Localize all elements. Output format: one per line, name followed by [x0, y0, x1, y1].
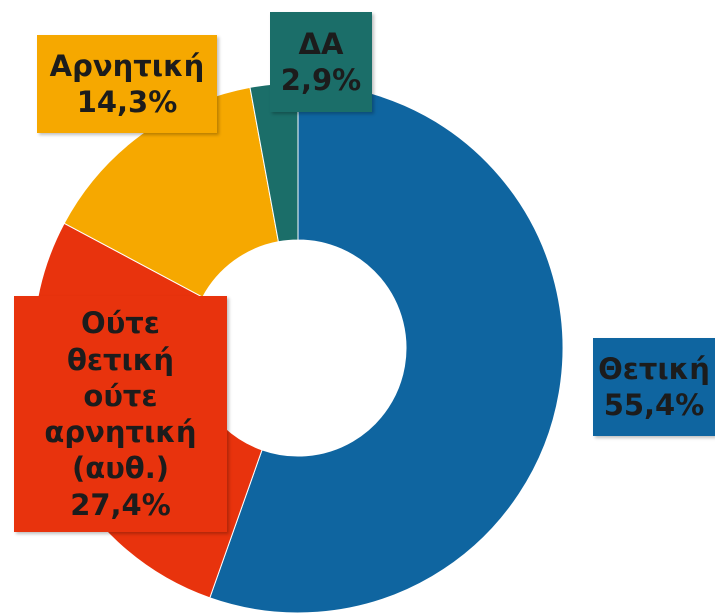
category-label: ΔΑ	[298, 26, 344, 61]
value-label: 55,4%	[603, 388, 705, 422]
slice-label: ΔΑ 2,9%	[270, 12, 372, 112]
category-label: Θετική	[598, 351, 710, 386]
category-label: Ούτε θετική ούτε αρνητική (αυθ.)	[44, 306, 197, 486]
donut-slice	[249, 82, 299, 243]
slice-label: Θετική 55,4%	[593, 338, 715, 436]
slice-label: Αρνητική 14,3%	[37, 35, 217, 133]
slice-label: Ούτε θετική ούτε αρνητική (αυθ.) 27,4%	[14, 296, 227, 532]
value-label: 27,4%	[70, 487, 171, 522]
value-label: 2,9%	[280, 63, 362, 97]
category-label: Αρνητική	[49, 48, 205, 83]
value-label: 14,3%	[76, 85, 178, 119]
donut-slice	[63, 86, 280, 298]
